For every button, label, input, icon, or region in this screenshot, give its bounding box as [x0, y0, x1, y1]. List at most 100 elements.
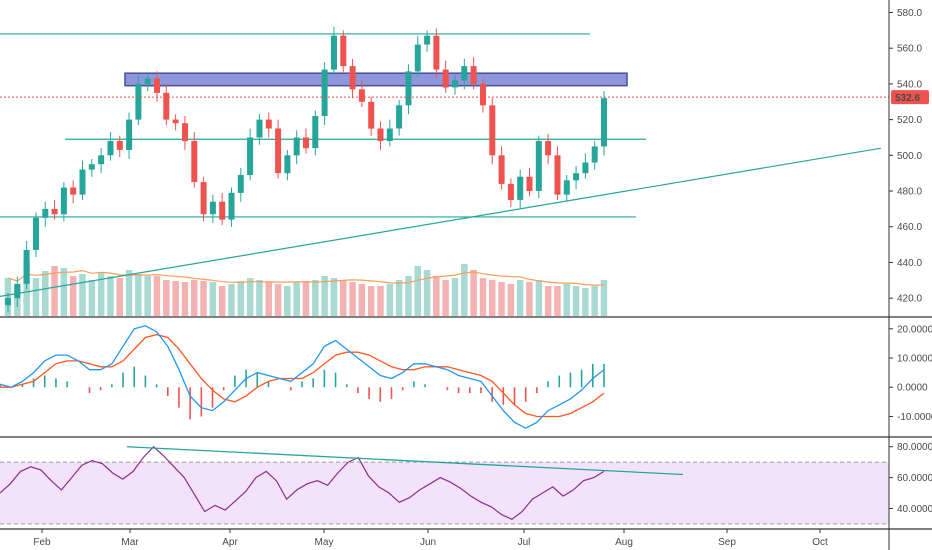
time-axis: Feb Mar Apr May Jun Jul Aug Sep Oct	[33, 529, 828, 548]
volume-bar	[600, 280, 608, 316]
volume-bar	[340, 280, 347, 316]
candlestick	[377, 121, 384, 150]
candlestick	[405, 64, 412, 115]
candlestick	[312, 110, 319, 156]
horizontal-levels	[0, 33, 646, 218]
candlestick	[126, 112, 133, 159]
candlestick	[582, 153, 589, 179]
volume-bar	[246, 278, 254, 316]
price-tick-label: 480.0	[897, 187, 922, 198]
rsi-pane[interactable]	[0, 445, 889, 525]
volume-bar	[125, 270, 133, 316]
rsi-tick-label: 40.0000	[897, 504, 932, 515]
candlestick	[107, 132, 114, 161]
volume-bar	[330, 278, 338, 316]
candlestick	[200, 176, 207, 222]
volume-bar	[256, 280, 263, 316]
candlestick	[368, 96, 375, 136]
candlestick	[135, 74, 142, 125]
candlestick	[517, 169, 524, 209]
volume-bar	[116, 278, 123, 316]
candlestick	[554, 146, 561, 200]
volume-bar	[209, 282, 217, 316]
last-price-badge: 532.6	[891, 90, 929, 105]
volume-bar	[414, 266, 421, 316]
volume-bar	[312, 280, 319, 316]
price-tick-label: 440.0	[897, 258, 922, 269]
volume-bar	[423, 270, 431, 316]
candlestick	[526, 167, 533, 197]
candlestick	[303, 128, 309, 154]
candlestick	[98, 148, 105, 174]
rsi-line	[0, 445, 605, 520]
volume-bar	[395, 280, 403, 316]
candlestick	[470, 57, 477, 90]
candlestick	[219, 192, 226, 225]
volume-bar	[200, 281, 207, 316]
volume-bar	[153, 276, 161, 316]
volume-bar	[237, 281, 245, 316]
volume-bar	[461, 264, 468, 316]
resistance-zone[interactable]	[124, 72, 628, 87]
month-tick-label: May	[315, 537, 334, 548]
candlestick	[275, 119, 282, 179]
candlestick	[461, 58, 468, 90]
candlestick	[535, 135, 542, 199]
candlestick	[396, 99, 403, 136]
candlestick	[480, 78, 486, 113]
candlestick	[209, 194, 216, 224]
volume-bar	[79, 274, 86, 316]
last-price-label: 532.6	[895, 93, 920, 104]
price-tick-label: 580.0	[897, 8, 922, 19]
volume-bar	[377, 286, 384, 316]
price-axis: 420.0 440.0 460.0 480.0 500.0 520.0 540.0 560.0…	[889, 8, 922, 305]
candlestick	[498, 146, 505, 190]
volume-bar	[479, 278, 487, 316]
macd-tick-label: 10.0000	[897, 354, 932, 365]
candlestick	[228, 187, 235, 227]
candlestick	[116, 135, 123, 158]
month-tick-label: Aug	[615, 537, 633, 548]
volume-bar	[284, 286, 291, 316]
volume-bar	[544, 286, 552, 316]
month-tick-label: Apr	[222, 537, 238, 548]
volume-bar	[386, 284, 394, 316]
volume-bar	[97, 272, 105, 316]
macd-signal-line	[0, 333, 605, 418]
volume-bar	[433, 276, 440, 316]
candlestick	[247, 128, 254, 181]
volume-bar	[191, 280, 198, 316]
volume-bar	[88, 280, 96, 316]
volume-bar	[218, 286, 226, 316]
volume-bar	[181, 282, 189, 316]
volume-moving-average	[7, 269, 604, 286]
rsi-divergence-line[interactable]	[126, 446, 684, 476]
volume-bar	[135, 274, 142, 316]
price-pane[interactable]	[0, 26, 889, 316]
candlestick	[433, 28, 440, 79]
rising-trendline[interactable]	[0, 147, 882, 297]
volume-bar	[358, 284, 366, 316]
candlestick	[23, 241, 30, 290]
price-tick-label: 520.0	[897, 115, 922, 126]
month-tick-label: Jul	[518, 537, 531, 548]
candlestick	[452, 74, 458, 95]
candlestick	[42, 201, 49, 227]
macd-pane[interactable]	[0, 325, 605, 429]
macd-line	[0, 325, 605, 429]
volume-bar	[349, 282, 356, 316]
volume-bar	[451, 278, 459, 316]
volume-bar	[32, 278, 40, 316]
candlestick	[424, 30, 431, 52]
candlestick	[144, 73, 151, 92]
volume-bar	[442, 280, 449, 316]
volume-bar	[42, 271, 49, 316]
candlestick	[256, 114, 263, 145]
month-tick-label: Sep	[718, 537, 736, 548]
rsi-band	[0, 462, 889, 524]
volume-bar	[172, 281, 179, 316]
candlestick	[414, 35, 421, 77]
price-tick-label: 540.0	[897, 79, 922, 90]
volume-bar	[405, 276, 412, 316]
